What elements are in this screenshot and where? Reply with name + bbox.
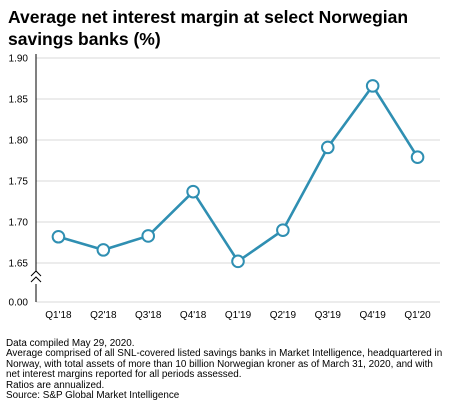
x-tick-label: Q4'18 xyxy=(180,310,207,321)
data-point xyxy=(320,140,335,155)
series-layer xyxy=(57,84,419,263)
x-tick-labels: Q1'18 Q2'18 Q3'18 Q4'18 Q1'19 Q2'19 Q3'19 Q4'19… xyxy=(45,310,431,321)
data-point xyxy=(365,79,380,93)
line-chart: 1.90 1.85 1.80 1.75 1.70 1.65 0.00 Q1'18 Q2'18 Q… xyxy=(0,50,450,335)
data-point xyxy=(96,243,111,257)
data-point xyxy=(141,229,156,243)
y-tick-label: 1.80 xyxy=(9,136,29,147)
footnote-methodology: Average comprised of all SNL-covered lis… xyxy=(6,348,445,381)
footnotes: Data compiled May 29, 2020. Average comp… xyxy=(6,338,446,402)
y-tick-label: 1.70 xyxy=(9,218,29,229)
footnote-ratios: Ratios are annualized. xyxy=(6,379,105,391)
data-point xyxy=(276,223,290,237)
data-point xyxy=(186,184,200,199)
axes xyxy=(30,54,42,302)
y-tick-label: 0.00 xyxy=(9,298,29,309)
footnote-source: Source: S&P Global Market Intelligence xyxy=(6,390,180,402)
y-tick-label: 1.65 xyxy=(9,259,29,270)
x-tick-label: Q2'19 xyxy=(270,310,297,321)
chart-svg: 1.901.851.801.751.701.650.00 Q1'18 Q2'18 Q… xyxy=(9,54,440,321)
footnote-date: Data compiled May 29, 2020. xyxy=(6,338,135,349)
data-point xyxy=(410,150,425,165)
x-tick-label: Q4'19 xyxy=(359,310,386,321)
x-tick-label: Q1'20 xyxy=(404,310,431,321)
x-tick-label: Q1'18 xyxy=(45,310,72,321)
data-point xyxy=(51,229,66,244)
y-tick-label: 1.85 xyxy=(9,95,29,106)
data-points xyxy=(51,79,425,269)
x-tick-label: Q3'19 xyxy=(315,310,342,321)
y-tick-labels: 1.90 1.85 1.80 1.75 1.70 1.65 0.00 xyxy=(9,54,29,309)
chart-title: Average net interest margin at select No… xyxy=(8,7,409,49)
x-tick-label: Q2'18 xyxy=(90,310,117,321)
x-tick-label: Q3'18 xyxy=(135,310,162,321)
y-tick-label: 1.90 xyxy=(9,54,29,65)
y-tick-label: 1.75 xyxy=(9,177,29,188)
series-line xyxy=(57,84,419,263)
data-point xyxy=(231,254,245,269)
x-tick-label: Q1'19 xyxy=(225,310,252,321)
axis-break-icon xyxy=(30,270,42,283)
